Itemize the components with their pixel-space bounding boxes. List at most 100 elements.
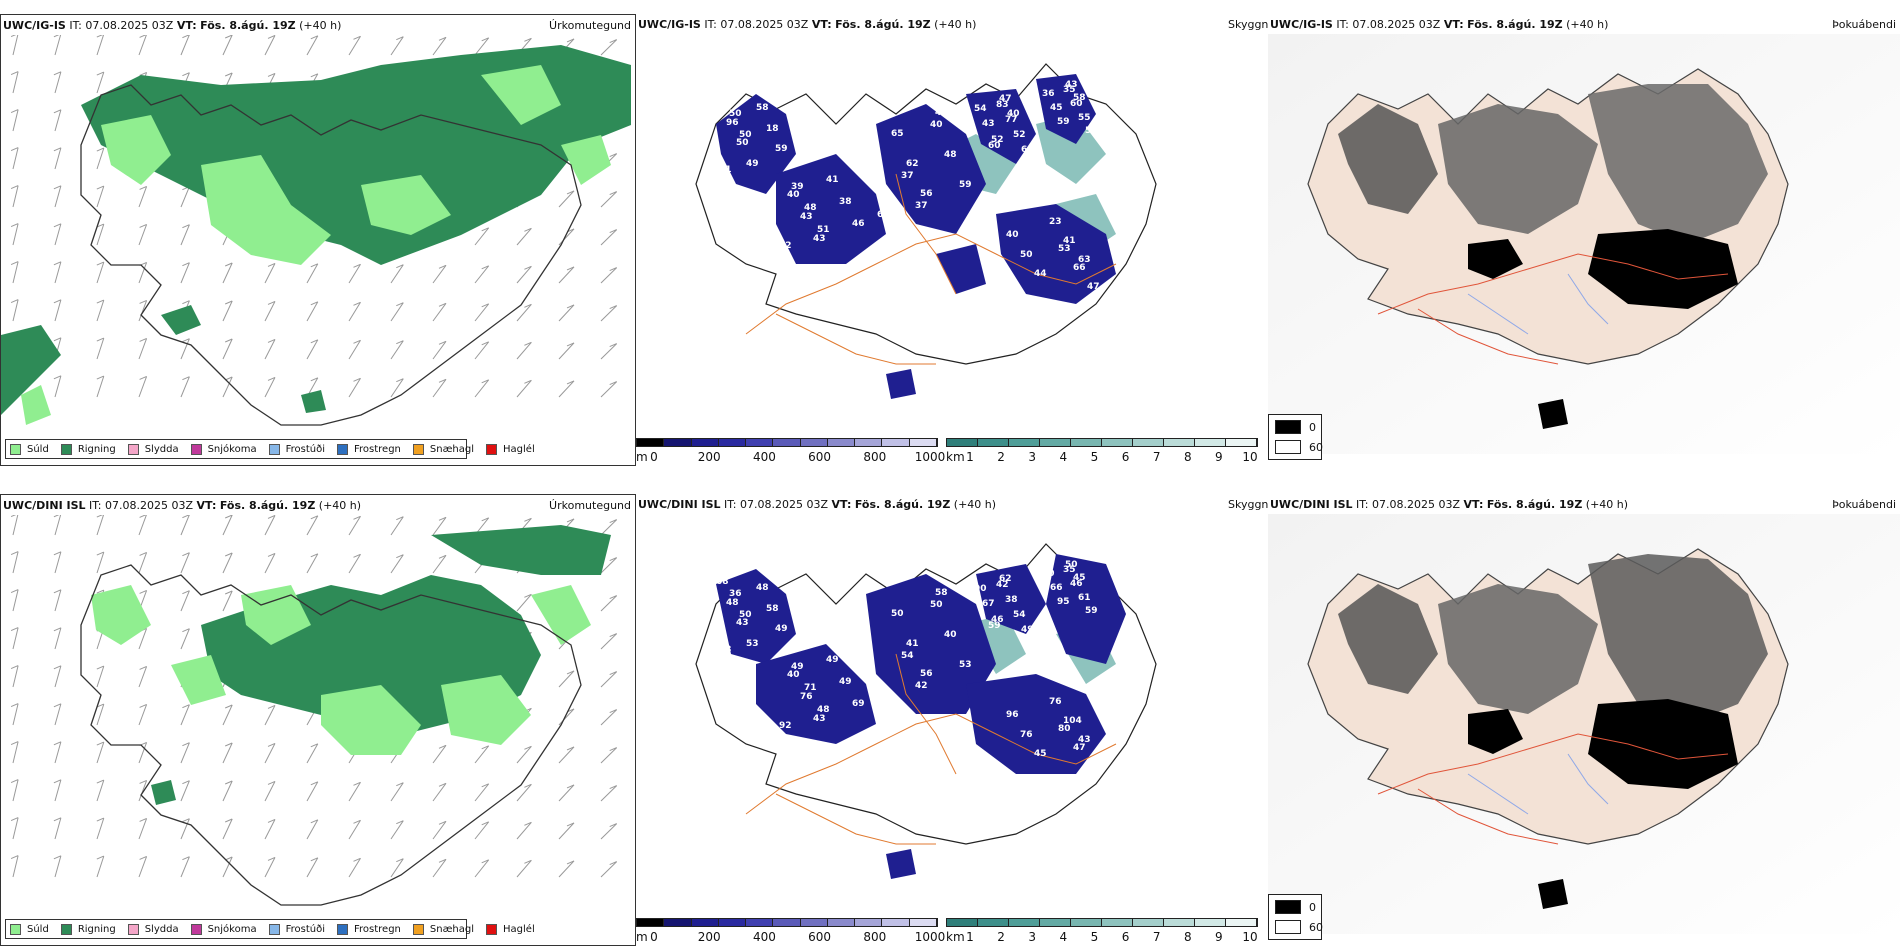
colorbar-tick-label: 5 [1090,930,1099,944]
colorbar-tick-label: 1000 [914,450,946,464]
drizzle-areas [91,585,591,755]
wind-barb [138,515,147,536]
panel-header: UWC/DINI ISL IT: 07.08.2025 03Z VT: Fös.… [1270,498,1629,511]
ceiling-value: 52 [779,241,792,251]
wind-barb [138,628,148,650]
ceiling-value: 49 [791,662,804,672]
wind-barb-flag [182,590,190,595]
colorbar-tick-label: 200 [697,930,721,944]
wind-barb-flag [96,703,104,708]
wind-barb-flag [10,71,19,76]
ceiling-value: 61 [1078,593,1091,603]
legend-swatch [127,923,139,935]
wind-barb [600,229,618,246]
wind-barb [222,856,233,878]
wind-barb-flag [267,704,276,709]
wind-barb [306,553,319,574]
precip-legend-item: Frostregn [337,923,401,935]
colorbar-tick-label: 4 [1059,450,1068,464]
wind-barb [474,227,490,246]
ceiling-value: 42 [996,580,1009,590]
wind-barb-flag [310,553,318,558]
legend-swatch [486,923,498,935]
panel-header: UWC/DINI ISL IT: 07.08.2025 03Z VT: Fös.… [3,499,362,512]
wind-barb [516,593,532,612]
legend-swatch [127,443,139,455]
wind-barb [180,856,190,878]
wind-barb-flag [481,821,489,826]
ceiling-value: 60 [988,141,1001,151]
wind-barb-flag [53,779,62,784]
wind-barb-flag [225,35,233,39]
wind-barb [54,855,62,878]
precip-legend-item: Haglél [486,923,535,935]
colorbar-cell [1195,919,1226,926]
wind-barb-flag [353,781,361,786]
wind-barb [54,185,62,208]
panel-header: UWC/IG-IS IT: 07.08.2025 03Z VT: Fös. 8.… [1270,18,1609,31]
wind-barb [474,341,490,360]
ceiling-value: 53 [959,660,972,670]
colorbar-cell [1226,439,1257,446]
wind-barb [96,185,105,208]
iceland-outline [80,564,582,906]
roads [1377,253,1729,365]
wind-barb-flag [438,302,447,307]
ceiling-value: 40 [1042,569,1055,579]
ceiling-value: 66 [1050,583,1063,593]
legend-label: Rigning [77,923,116,935]
wind-barb-flag [481,379,489,384]
wind-barb [96,741,105,764]
colorbar-cell [855,439,883,446]
wind-barb [264,781,276,802]
wind-barb [348,858,361,878]
wind-barb [222,704,233,726]
wind-barb-flag [225,262,233,267]
wind-barb [54,261,62,284]
wind-barb-flag [53,515,60,518]
ceiling-value: 59 [775,144,788,154]
wind-barb-flag [96,223,104,228]
legend-label: Haglél [503,923,535,935]
wind-barb [432,341,447,360]
colorbar-tick-label: 1 [966,930,974,944]
wind-barb-flag [53,299,62,304]
legend-label: Súld [27,923,49,935]
wind-barb-flag [609,153,617,158]
wind-barb-flag [438,744,447,749]
wind-barb-flag [139,375,147,380]
wind-barb-flag [524,517,532,522]
wind-barb [96,515,105,536]
panel-header: UWC/IG-IS IT: 07.08.2025 03Z VT: Fös. 8.… [638,18,977,31]
wind-barb-flag [10,223,19,228]
wind-barb-flag [139,515,147,518]
colorbar-tick-label: 1 [966,450,974,464]
legend-label: Súld [27,443,49,455]
ceiling-value: 45 [1034,749,1047,759]
wind-barb [96,35,105,56]
wind-barb-flag [182,856,190,861]
cloud-panel-row1: UWC/IG-IS IT: 07.08.2025 03Z VT: Fös. 8.… [1268,14,1900,466]
legend-label: Slydda [144,923,179,935]
wind-barb-flag [609,785,617,790]
wind-barb-flag [609,633,617,638]
wind-barb [432,517,447,536]
wind-barb [54,35,62,56]
wind-barb [180,742,190,764]
wind-barb-flag [96,147,104,152]
wind-barb-flag [10,779,19,784]
wind-barb [12,665,19,688]
wind-barb-flag [267,72,276,77]
colorbar-cell [909,439,937,446]
colorbar-tick-label: 7 [1152,930,1161,944]
colorbar-cell [718,919,747,926]
wind-barb [474,265,490,284]
legend-label: Snæhagl [429,923,475,935]
ceiling-value: 104 [1063,716,1082,726]
wind-barb-flag [96,515,103,518]
ceiling-value: 49 [826,655,839,665]
ceiling-value: 58 [756,103,769,113]
wind-barb [12,817,19,840]
ceiling-value: 43 [1065,80,1078,90]
